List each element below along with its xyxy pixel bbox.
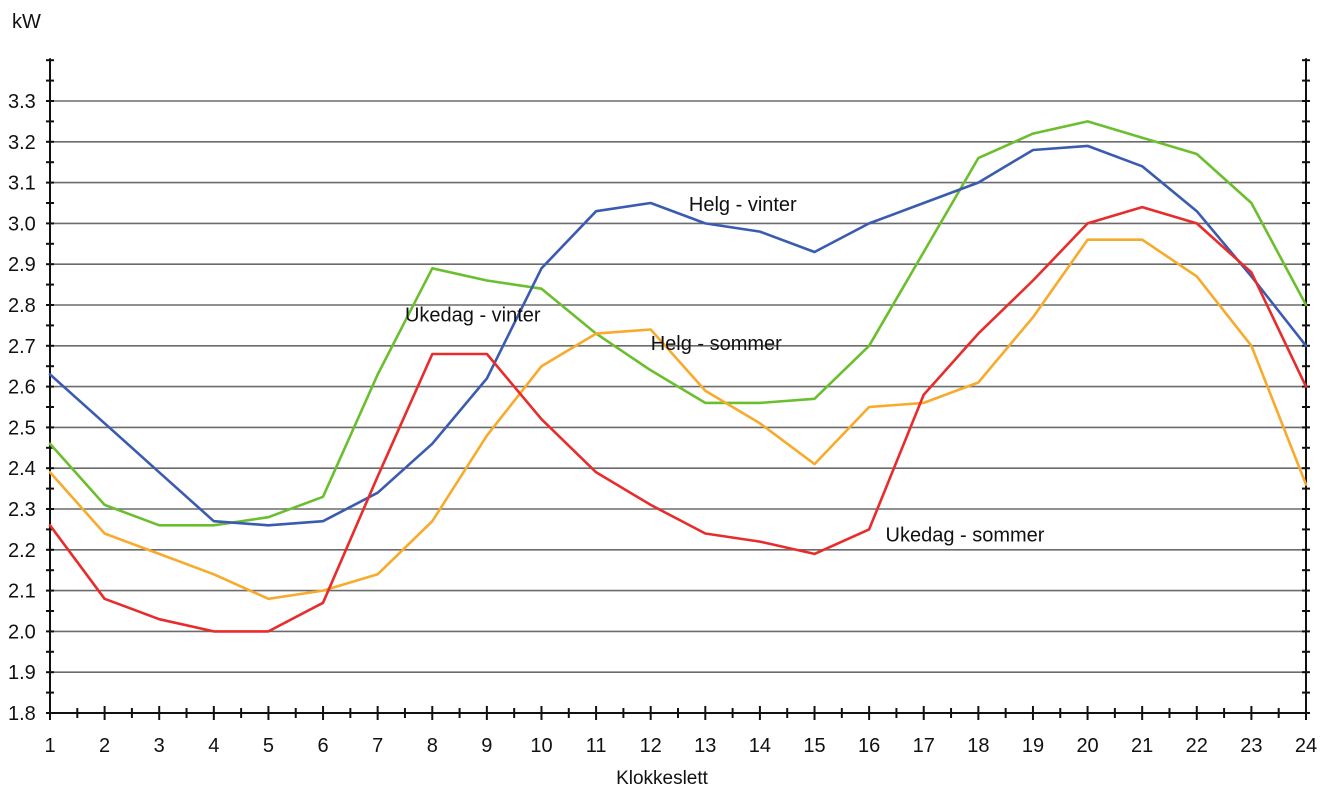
x-tick-label: 8	[427, 735, 438, 757]
y-tick-label: 2.7	[8, 336, 36, 358]
x-tick-label: 14	[749, 735, 771, 757]
y-tick-label: 2.1	[8, 581, 36, 603]
x-tick-label: 16	[858, 735, 880, 757]
x-tick-label: 10	[530, 735, 552, 757]
x-tick-label: 6	[317, 735, 328, 757]
series-line-helg-vinter	[48, 144, 1308, 527]
x-tick-label: 9	[481, 735, 492, 757]
x-axis-title: Klokkeslett	[616, 768, 709, 789]
y-tick-label: 1.9	[8, 662, 36, 684]
x-tick-label: 4	[208, 735, 219, 757]
y-tick-label: 3.3	[8, 91, 36, 113]
x-tick-label: 24	[1295, 735, 1317, 757]
series-label-helg-sommer: Helg - sommer	[651, 333, 782, 355]
y-tick-label: 2.5	[8, 417, 36, 439]
series-label-ukedag-sommer: Ukedag - sommer	[886, 525, 1045, 547]
x-tick-label: 13	[694, 735, 716, 757]
y-tick-label: 2.9	[8, 254, 36, 276]
x-tick-label: 17	[913, 735, 935, 757]
x-tick-label: 12	[640, 735, 662, 757]
series-lines	[48, 120, 1308, 633]
series-labels: Ukedag - vinter Helg - vinter Helg - somme…	[405, 194, 1045, 546]
series-label-helg-vinter: Helg - vinter	[689, 194, 797, 216]
y-tick-label: 2.0	[8, 621, 36, 643]
series-line-helg-sommer	[48, 238, 1308, 601]
series-line-ukedag-vinter	[48, 120, 1308, 527]
gridlines	[50, 100, 1306, 674]
y-tick-label: 2.8	[8, 295, 36, 317]
x-tick-label: 22	[1186, 735, 1208, 757]
y-tick-label: 3.0	[8, 213, 36, 235]
x-tick-label: 2	[99, 735, 110, 757]
y-tick-label: 2.4	[8, 458, 36, 480]
y-tick-label: 2.3	[8, 499, 36, 521]
y-tick-label: 1.8	[8, 703, 36, 725]
y-tick-label: 3.1	[8, 173, 36, 195]
x-tick-label: 18	[967, 735, 989, 757]
x-tick-label: 11	[586, 735, 607, 757]
y-axis-title: kW	[12, 11, 41, 33]
x-tick-label: 1	[44, 735, 55, 757]
x-tick-label: 21	[1131, 735, 1153, 757]
x-tick-label: 20	[1076, 735, 1098, 757]
series-line-ukedag-sommer	[48, 205, 1308, 633]
x-tick-label: 3	[154, 735, 165, 757]
x-tick-label: 23	[1240, 735, 1262, 757]
y-tick-label: 2.6	[8, 377, 36, 399]
x-tick-label: 19	[1022, 735, 1044, 757]
x-tick-label: 7	[372, 735, 383, 757]
y-tick-label: 3.2	[8, 132, 36, 154]
y-tick-label: 2.2	[8, 540, 36, 562]
x-tick-label: 5	[263, 735, 274, 757]
x-tick-label: 15	[803, 735, 825, 757]
axes: 1.8 1.9 2.0 2.1 2.2 2.3 2.4 2.5 2.6 2.7 2.8 2.9 3.0 3…	[8, 58, 1317, 757]
series-label-ukedag-vinter: Ukedag - vinter	[405, 304, 541, 326]
